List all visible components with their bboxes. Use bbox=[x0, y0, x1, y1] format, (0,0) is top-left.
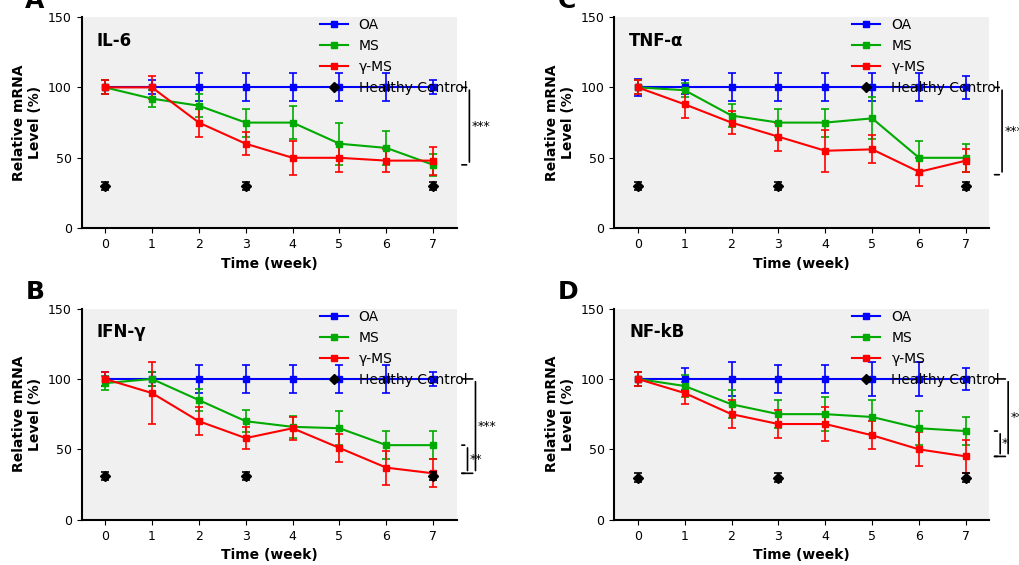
Text: **: ** bbox=[469, 453, 481, 466]
Text: C: C bbox=[557, 0, 576, 13]
Y-axis label: Relative mRNA
Level (%): Relative mRNA Level (%) bbox=[12, 64, 43, 181]
Text: ***: *** bbox=[471, 120, 490, 133]
Y-axis label: Relative mRNA
Level (%): Relative mRNA Level (%) bbox=[544, 64, 575, 181]
Text: ***: *** bbox=[1004, 124, 1019, 137]
Text: ***: *** bbox=[1010, 411, 1019, 424]
Legend: OA, MS, γ-MS, Healthy Control: OA, MS, γ-MS, Healthy Control bbox=[846, 13, 1005, 101]
Text: TNF-α: TNF-α bbox=[629, 32, 683, 50]
X-axis label: Time (week): Time (week) bbox=[220, 257, 317, 271]
Text: B: B bbox=[25, 280, 44, 305]
Text: IFN-γ: IFN-γ bbox=[97, 323, 146, 341]
Legend: OA, MS, γ-MS, Healthy Control: OA, MS, γ-MS, Healthy Control bbox=[314, 13, 473, 101]
Text: A: A bbox=[25, 0, 45, 13]
Text: *: * bbox=[1001, 437, 1008, 450]
Text: NF-kB: NF-kB bbox=[629, 323, 684, 341]
X-axis label: Time (week): Time (week) bbox=[220, 548, 317, 562]
Legend: OA, MS, γ-MS, Healthy Control: OA, MS, γ-MS, Healthy Control bbox=[846, 305, 1005, 392]
Text: ***: *** bbox=[477, 420, 496, 433]
X-axis label: Time (week): Time (week) bbox=[753, 257, 850, 271]
Text: D: D bbox=[557, 280, 578, 305]
Legend: OA, MS, γ-MS, Healthy Control: OA, MS, γ-MS, Healthy Control bbox=[314, 305, 473, 392]
X-axis label: Time (week): Time (week) bbox=[753, 548, 850, 562]
Text: IL-6: IL-6 bbox=[97, 32, 131, 50]
Y-axis label: Relative mRNA
Level (%): Relative mRNA Level (%) bbox=[12, 356, 43, 472]
Y-axis label: Relative mRNA
Level (%): Relative mRNA Level (%) bbox=[544, 356, 575, 472]
